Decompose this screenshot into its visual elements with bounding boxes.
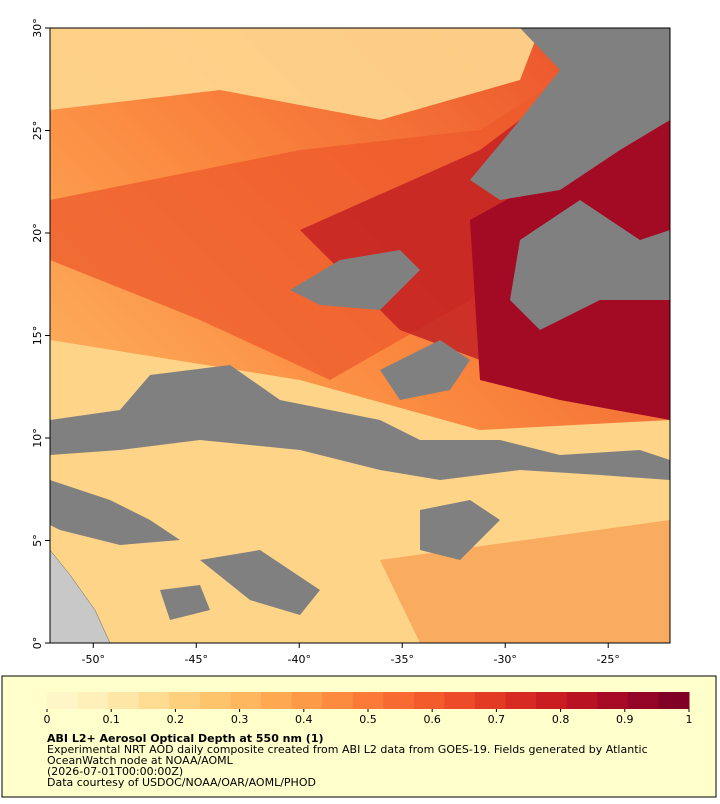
colorbar-tick-label: 0.3	[231, 713, 249, 726]
colorbar-segment	[199, 692, 231, 709]
x-tick-label: -35°	[390, 653, 413, 666]
colorbar-segment	[383, 692, 415, 709]
land	[50, 549, 111, 643]
x-tick-label: -30°	[493, 653, 516, 666]
colorbar-segment	[230, 692, 262, 709]
x-tick-label: -45°	[185, 653, 208, 666]
colorbar-segment	[108, 692, 140, 709]
y-tick-label: 15°	[31, 326, 44, 346]
legend-text: Experimental NRT AOD daily composite cre…	[47, 743, 648, 756]
colorbar-segment	[77, 692, 109, 709]
colorbar-segment	[475, 692, 507, 709]
colorbar-segment	[627, 692, 659, 709]
y-tick-label: 10°	[31, 428, 44, 448]
colorbar-tick-label: 0.1	[102, 713, 120, 726]
colorbar: 0 0.1 0.2 0.3 0.4 0.5 0.6 0.7 0.8 0.9 1	[44, 692, 693, 726]
colorbar-segment	[322, 692, 354, 709]
y-tick-label: 20°	[31, 223, 44, 243]
colorbar-tick-label: 0.5	[359, 713, 377, 726]
colorbar-segment	[444, 692, 476, 709]
colorbar-tick-label: 0.8	[552, 713, 570, 726]
axes: -50° -45° -40° -35° -30° -25° 0° 5° 10° 15° 20° 25°…	[31, 18, 620, 666]
legend-text: Data courtesy of USDOC/NOAA/OAR/AOML/PHO…	[47, 776, 316, 789]
colorbar-segment	[47, 692, 79, 709]
colorbar-segment	[566, 692, 598, 709]
colorbar-segment	[413, 692, 445, 709]
aod-map	[50, 28, 670, 643]
colorbar-tick-label: 0.6	[423, 713, 441, 726]
colorbar-tick-label: 0.4	[295, 713, 313, 726]
x-tick-label: -40°	[288, 653, 311, 666]
legend-text: (2026-07-01T00:00:00Z)	[47, 765, 183, 778]
colorbar-tick-label: 1	[686, 713, 693, 726]
colorbar-segment	[352, 692, 384, 709]
colorbar-segment	[597, 692, 629, 709]
colorbar-tick-label: 0.9	[616, 713, 634, 726]
colorbar-segment	[169, 692, 201, 709]
x-tick-label: -25°	[596, 653, 619, 666]
colorbar-segment	[138, 692, 170, 709]
y-tick-label: 30°	[31, 18, 44, 38]
y-tick-label: 5°	[31, 534, 44, 547]
colorbar-segment	[261, 692, 293, 709]
colorbar-segment	[505, 692, 537, 709]
legend-text: OceanWatch node at NOAA/AOML	[47, 754, 234, 767]
aod-field	[50, 28, 540, 120]
no-data	[50, 28, 670, 620]
colorbar-segment	[291, 692, 323, 709]
colorbar-segment	[536, 692, 568, 709]
y-tick-label: 25°	[31, 121, 44, 141]
colorbar-segment	[658, 692, 690, 709]
colorbar-tick-label: 0.2	[167, 713, 185, 726]
x-tick-label: -50°	[82, 653, 105, 666]
colorbar-tick-label: 0	[44, 713, 51, 726]
legend-title: ABI L2+ Aerosol Optical Depth at 550 nm …	[47, 732, 324, 745]
y-tick-label: 0°	[31, 637, 44, 650]
colorbar-tick-label: 0.7	[488, 713, 506, 726]
